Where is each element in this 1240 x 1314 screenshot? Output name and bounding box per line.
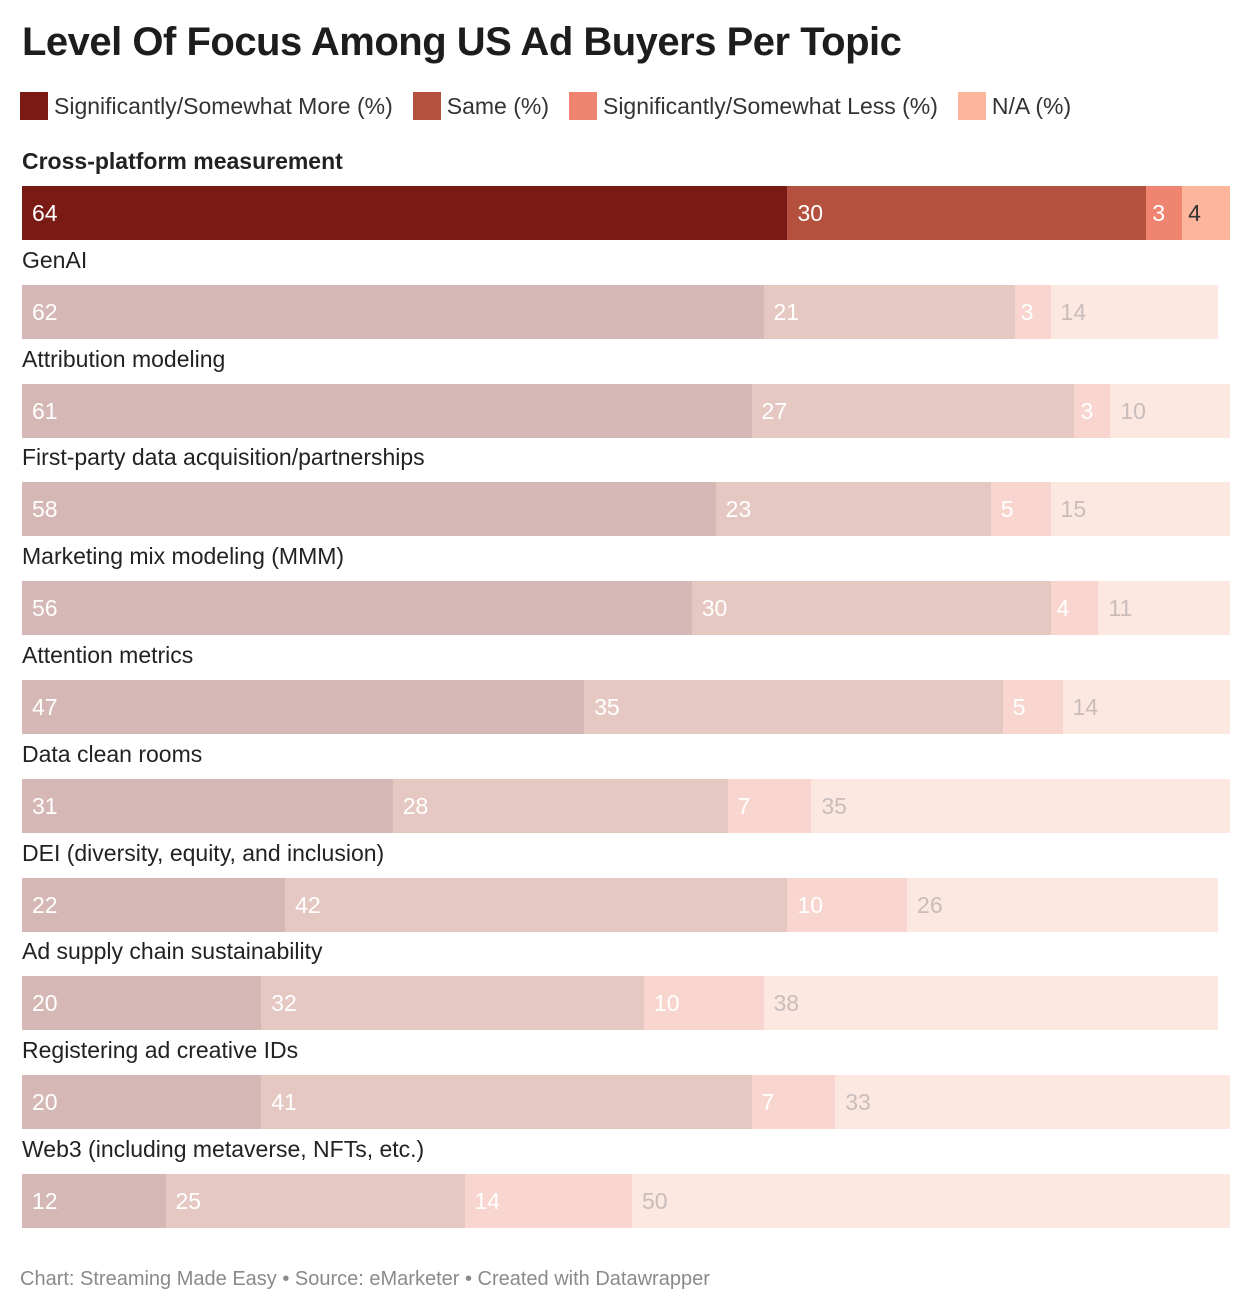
category-label: Ad supply chain sustainability: [22, 938, 323, 965]
bar-segment: 21: [763, 284, 1015, 339]
bar-segment: 38: [763, 976, 1218, 1031]
bar-segment: 14: [1050, 284, 1218, 339]
legend-label: Same (%): [446, 92, 549, 119]
bar-segment: 15: [1050, 482, 1230, 537]
bar-segment: 30: [787, 186, 1147, 240]
bar-segment: 42: [285, 877, 788, 932]
bar-segment: 28: [392, 778, 728, 833]
bar-segment: 14: [464, 1174, 632, 1228]
legend-item: N/A (%): [957, 92, 1072, 120]
legend-swatch: [568, 92, 597, 120]
bar-segment: 20: [22, 976, 262, 1031]
bar-segment: 31: [22, 778, 393, 833]
bar-segment: 5: [990, 482, 1051, 537]
bar-segment: 3: [1014, 284, 1051, 339]
bar-segment: 25: [165, 1174, 465, 1228]
bar-segment: 11: [1098, 581, 1230, 636]
bar-segment: 14: [1062, 680, 1230, 734]
category-label: GenAI: [22, 246, 88, 273]
bar-segment: 56: [22, 581, 692, 636]
chart-footer: Chart: Streaming Made Easy • Source: eMa…: [20, 1268, 710, 1290]
chart-title: Level Of Focus Among US Ad Buyers Per To…: [22, 20, 902, 64]
bar-segment: 47: [22, 680, 585, 734]
bar-segment: 62: [22, 284, 764, 339]
category-label: Data clean rooms: [22, 740, 203, 767]
bar-segment: 10: [643, 976, 764, 1031]
category-label: Marketing mix modeling (MMM): [22, 543, 345, 570]
bar-segment: 7: [727, 778, 812, 833]
bar-segment: 10: [1110, 383, 1230, 438]
bar-segment: 20: [22, 1075, 262, 1130]
bar-segment: 10: [787, 877, 908, 932]
bar-segment: 4: [1182, 186, 1230, 240]
legend-item: Same (%): [412, 92, 549, 120]
category-label: DEI (diversity, equity, and inclusion): [22, 839, 385, 866]
legend-label: Significantly/Somewhat Less (%): [602, 92, 938, 119]
bar-segment: 3: [1146, 186, 1183, 240]
bar-segment: 41: [261, 1075, 752, 1130]
legend-label: Significantly/Somewhat More (%): [54, 92, 393, 119]
bar-segment: 33: [835, 1075, 1230, 1130]
bar-segment: 3: [1074, 383, 1111, 438]
legend-swatch: [20, 92, 48, 120]
category-label: Web3 (including metaverse, NFTs, etc.): [22, 1136, 425, 1162]
bar-segment: 5: [1002, 680, 1063, 734]
category-label: Registering ad creative IDs: [22, 1037, 299, 1064]
bar-segment: 27: [751, 383, 1075, 438]
bar-segment: 64: [22, 186, 788, 240]
bar-segment: 4: [1050, 581, 1099, 636]
bar-segment: 35: [584, 680, 1003, 734]
legend-item: Significantly/Somewhat Less (%): [568, 92, 938, 120]
category-label: First-party data acquisition/partnership…: [22, 444, 425, 471]
bar-segment: 26: [907, 877, 1218, 932]
category-label: Attention metrics: [22, 642, 194, 668]
bar-segment: 35: [811, 778, 1230, 833]
category-label: Attribution modeling: [22, 345, 226, 372]
legend: Significantly/Somewhat More (%) Same (%) S…: [20, 92, 1071, 120]
legend-item: Significantly/Somewhat More (%): [20, 92, 393, 120]
bar-segment: 12: [22, 1174, 166, 1228]
legend-swatch: [957, 92, 986, 120]
bar-segment: 58: [22, 482, 716, 537]
bar-segment: 22: [22, 877, 286, 932]
legend-swatch: [412, 92, 441, 120]
legend-label: N/A (%): [991, 92, 1072, 119]
bar-segment: 50: [631, 1174, 1230, 1228]
bar-segment: 32: [261, 976, 644, 1031]
bar-segment: 7: [751, 1075, 836, 1130]
category-label: Cross-platform measurement: [22, 148, 343, 174]
bar-segment: 30: [691, 581, 1051, 636]
bar-segment: 23: [715, 482, 991, 537]
bar-segment: 61: [22, 383, 752, 438]
